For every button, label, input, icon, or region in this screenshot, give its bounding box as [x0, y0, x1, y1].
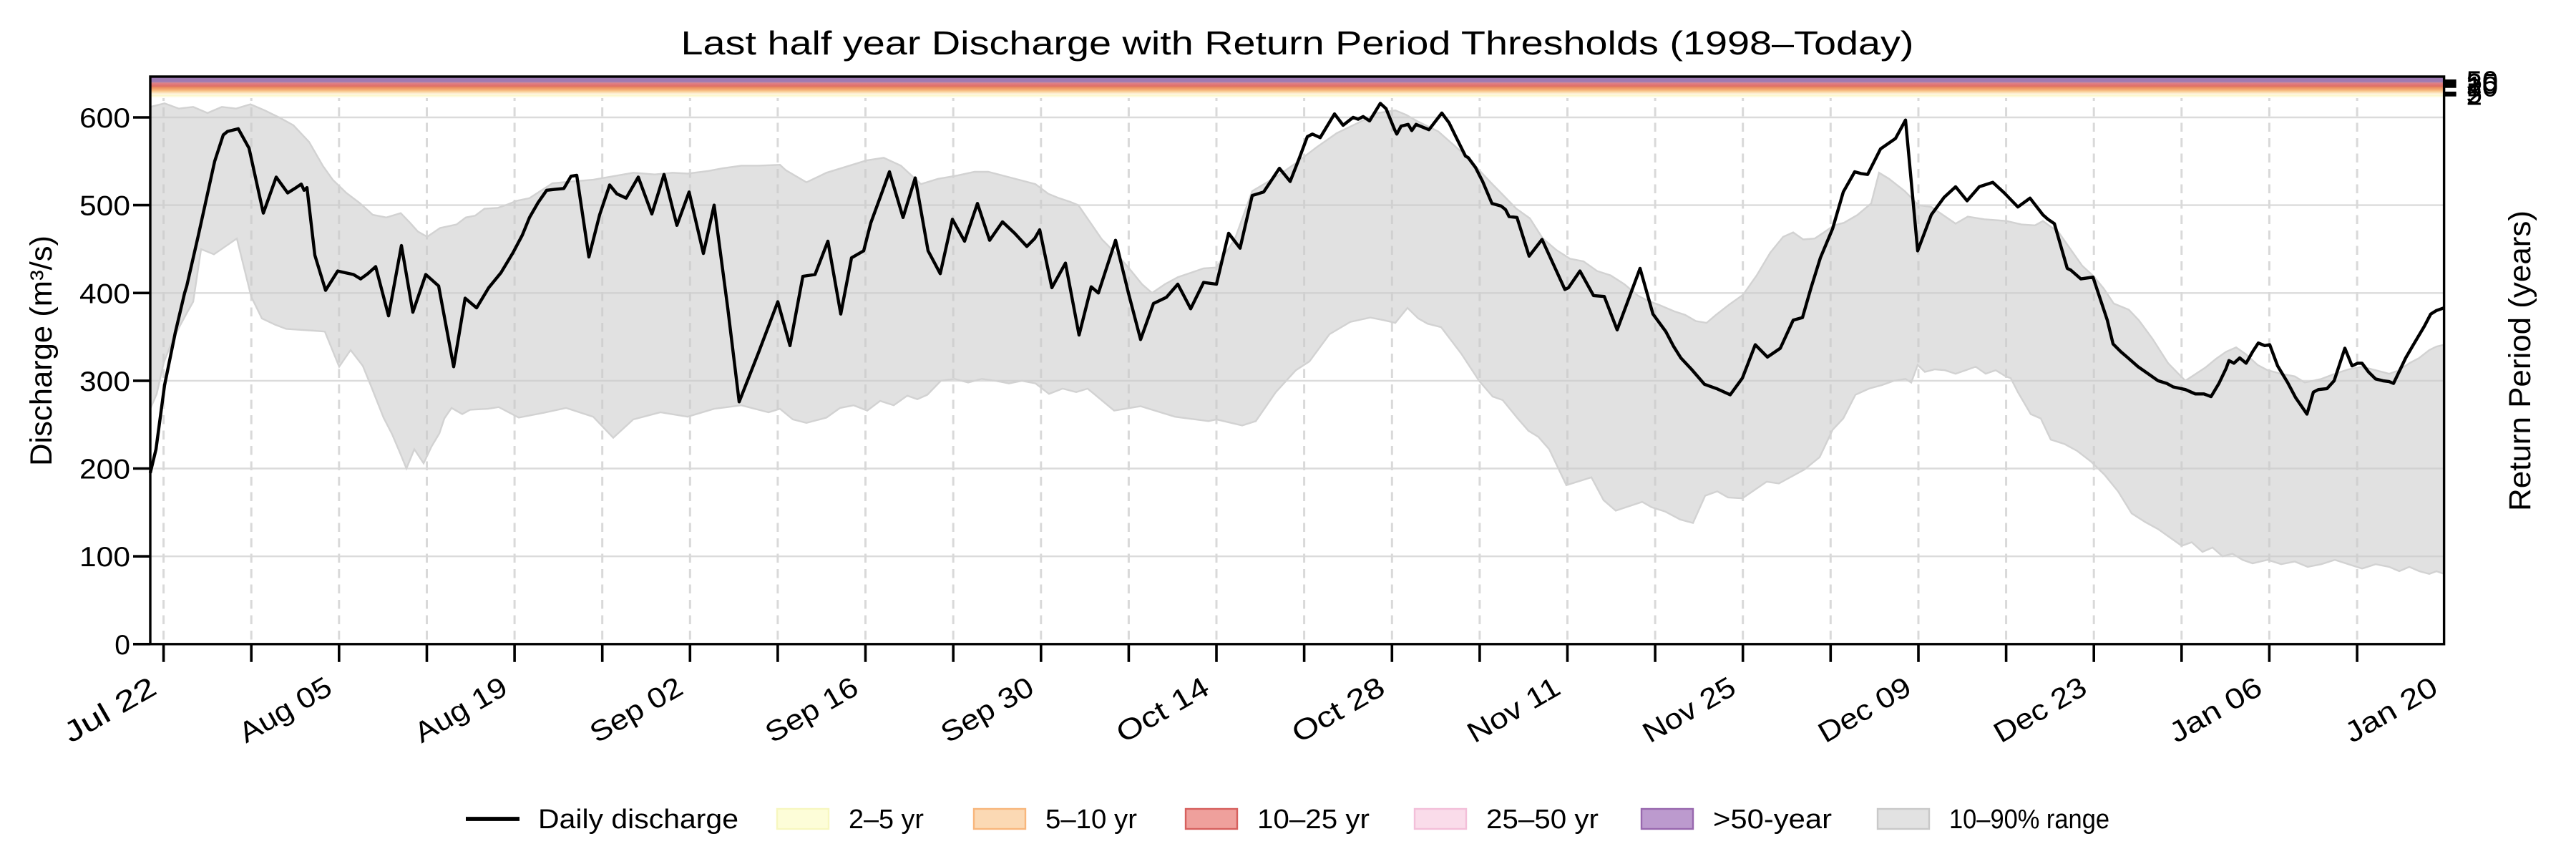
- svg-text:500: 500: [79, 191, 130, 222]
- svg-text:600: 600: [79, 103, 130, 134]
- svg-text:>50-year: >50-year: [1713, 805, 1832, 835]
- svg-text:5: 5: [2467, 78, 2482, 110]
- svg-text:100: 100: [79, 542, 130, 573]
- svg-text:Return Period (years): Return Period (years): [2503, 210, 2537, 511]
- svg-text:0: 0: [114, 630, 130, 661]
- svg-text:10–90% range: 10–90% range: [1949, 805, 2109, 835]
- svg-text:300: 300: [79, 367, 130, 397]
- svg-text:Discharge (m³/s): Discharge (m³/s): [24, 236, 59, 466]
- svg-text:Daily discharge: Daily discharge: [538, 805, 738, 835]
- svg-text:200: 200: [79, 455, 130, 485]
- svg-text:5–10 yr: 5–10 yr: [1045, 805, 1137, 835]
- svg-text:2: 2: [2467, 80, 2482, 112]
- svg-text:25: 25: [2467, 69, 2499, 100]
- svg-text:2–5 yr: 2–5 yr: [849, 805, 924, 835]
- svg-text:50: 50: [2467, 66, 2499, 97]
- svg-text:10–25 yr: 10–25 yr: [1257, 805, 1370, 835]
- svg-text:10: 10: [2467, 72, 2499, 103]
- svg-text:Last half year Discharge with: Last half year Discharge with Return Per…: [681, 24, 1914, 62]
- svg-text:400: 400: [79, 278, 130, 309]
- svg-text:25–50 yr: 25–50 yr: [1486, 805, 1599, 835]
